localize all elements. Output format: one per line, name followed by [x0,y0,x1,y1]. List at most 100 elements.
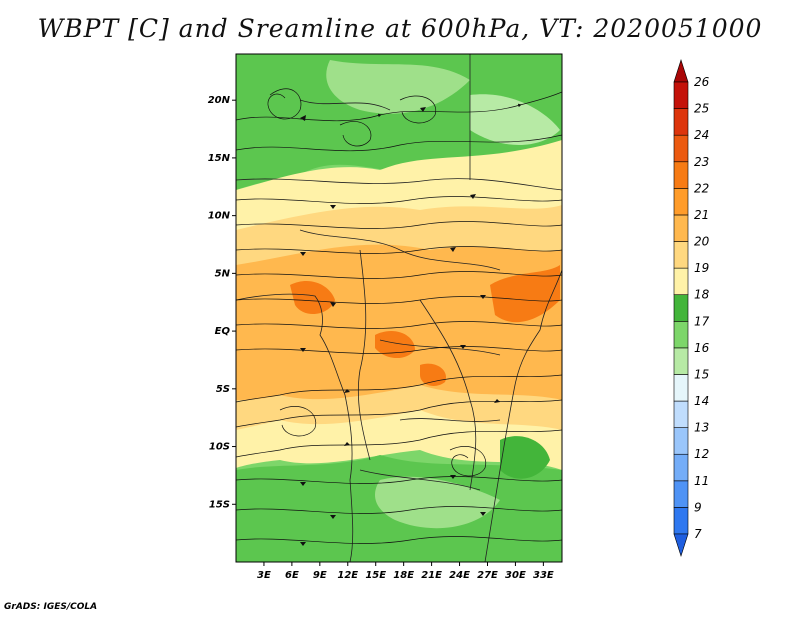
streamline [236,429,562,458]
colorbar-label: 13 [694,421,709,435]
streamline [236,196,562,204]
lon-label: 24E [449,570,470,581]
streamline-arrows [300,107,500,546]
colorbar-label: 19 [694,261,709,275]
arrow-head [330,205,336,209]
streamline [236,399,562,428]
lon-label: 12E [337,570,358,581]
colorbar-label: 24 [694,128,709,142]
lat-label: 5N [215,268,231,279]
colorbar-segment [673,347,689,375]
border-line-7 [359,469,481,491]
colorbar-bottom-triangle [673,533,689,557]
arrow-head [494,399,500,403]
colorbar-label: 26 [694,75,710,89]
arrow-head [480,295,486,299]
map-title: WBPT [C] and Sreamline at 600hPa, VT: 20… [37,14,763,43]
colorbar-label: 11 [694,474,709,488]
streamline [236,321,562,329]
arrow-head [450,475,456,479]
colorbar-label: 22 [694,181,709,195]
colorbar-segment [673,480,689,508]
lat-label: 20N [208,95,231,106]
colorbar-segment [673,294,689,322]
colorbar-segment [673,374,689,402]
streamline [236,536,562,544]
arrow-head [300,252,306,256]
streamline [236,506,562,514]
lon-label: 30E [505,570,526,581]
arrow-head [470,194,476,199]
south-darkgreen-patch [500,436,550,479]
vortex-south [449,445,487,477]
colorbar-label: 12 [694,447,709,461]
streamlines [236,88,562,544]
colorbar-segment [673,214,689,242]
arrow-head [480,512,486,516]
border-line-4 [419,299,477,491]
border-line-2 [299,229,501,271]
longitude-axis: 3E 6E 9E 12E 15E 18E 21E 24E 27E 30E 33E [257,562,554,581]
latitude-axis: 20N 15N 10N 5N EQ 5S 10S 15S [208,95,236,510]
lon-label: 9E [313,570,327,581]
vortex-north [267,88,302,120]
arrow-head [300,482,306,486]
hotspot-central [375,330,415,359]
lon-label: 6E [285,570,299,581]
streamline [236,476,562,484]
colorbar-label: 23 [694,155,709,169]
hotspot-west [290,280,335,315]
colorbar-label: 25 [694,102,709,116]
colorbar-segment [673,320,689,349]
streamline [236,91,562,122]
lon-label: 21E [421,570,442,581]
arrow-head [300,348,306,352]
lat-label: 5S [216,384,230,395]
streamline [236,296,562,304]
arrow-head [300,542,306,546]
streamline [236,346,562,354]
arrow-head [460,345,466,349]
hotspot-east [490,265,560,323]
streamline [236,246,562,254]
colorbar-segment [673,134,689,163]
lon-label: 33E [533,570,554,581]
border-line-3 [357,249,371,461]
colorbar-label: 20 [694,235,710,249]
arrow-head [450,247,456,252]
colorbar-segment [673,161,689,189]
arrow-head [420,107,426,112]
lat-label: 15N [208,153,231,164]
lon-label: 15E [365,570,386,581]
lat-label: 15S [209,499,230,510]
lon-label: 27E [477,570,498,581]
coastline-west [236,293,354,562]
colorbar-segment [673,188,689,216]
colorbar-label: 15 [694,367,709,381]
streamline [236,221,562,229]
plot-frame [235,53,563,563]
lat-label: 10N [208,211,231,222]
arrow-head [344,389,350,393]
colorbar-segment [673,81,689,109]
border-line-1 [236,178,562,191]
arrow-head [344,442,350,446]
colorbar-segment [673,507,689,535]
lon-label: 3E [257,570,271,581]
colorbar-label: 18 [694,288,710,302]
colorbar-segment [673,241,689,269]
grads-credit: GrADS: IGES/COLA [4,602,98,612]
coastline-east [484,269,562,562]
streamline [236,134,562,152]
lat-label: 10S [209,442,230,453]
colorbar-segment [673,267,689,296]
colorbar-segment [673,400,689,428]
arrow-head [330,515,336,519]
streamline [236,271,562,279]
arrow-head [330,302,336,307]
colorbar-label: 16 [694,341,710,355]
lon-label: 18E [393,570,414,581]
arrow-head [300,115,306,121]
colorbar-label: 17 [694,314,710,328]
